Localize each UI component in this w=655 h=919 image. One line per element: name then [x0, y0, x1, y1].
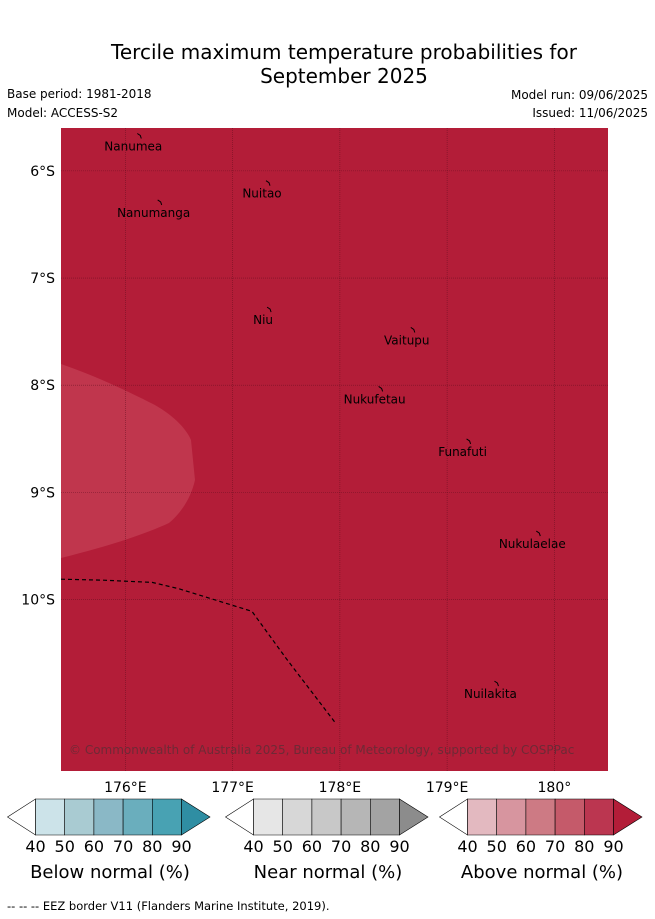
- place-label: Funafuti: [438, 445, 487, 459]
- longitude-tick-label: 179°E: [426, 780, 469, 796]
- longitude-tick-label: 178°E: [319, 780, 362, 796]
- place-label: Nukufetau: [344, 392, 406, 406]
- colorbar: [224, 798, 431, 838]
- colorbar-segment: [282, 798, 313, 836]
- colorbar-tick-label: 40: [25, 837, 46, 856]
- lower-probability-zone: [61, 364, 195, 558]
- island-outline: [266, 306, 272, 313]
- colorbar-segment: [35, 798, 65, 836]
- model-name: Model: ACCESS-S2: [7, 106, 119, 120]
- colorbar-tick-label: 90: [389, 837, 410, 856]
- colorbar-segment: [224, 798, 254, 836]
- colorbar-segment: [399, 798, 429, 836]
- colorbar-tick-label: 50: [54, 837, 75, 856]
- colorbar-segment: [93, 798, 124, 836]
- colorbar-segment: [311, 798, 342, 836]
- model-run: Model run: 09/06/2025: [510, 88, 648, 102]
- colorbar-tick-label: 60: [83, 837, 105, 856]
- colorbar: [6, 798, 213, 838]
- latitude-tick-label: 7°S: [30, 271, 55, 287]
- place-label: Niu: [253, 313, 273, 327]
- longitude-tick-label: 176°E: [104, 780, 147, 796]
- colorbar-segment: [340, 798, 371, 836]
- base-period: Base period: 1981-2018: [7, 87, 152, 101]
- eez-footnote: -- -- -- EEZ border V11 (Flanders Marine…: [7, 899, 330, 913]
- colorbar-segment: [613, 798, 643, 836]
- colorbar-segment: [370, 798, 400, 836]
- colorbar-segment: [467, 798, 497, 836]
- title-line-2: September 2025: [260, 64, 428, 88]
- colorbar-tick-label: 40: [457, 837, 478, 856]
- map: 176°E 177°E 178°E 179°E 180° 6°S 7°S 8°S 9°S 10°S…: [21, 128, 608, 796]
- latitude-tick-label: 9°S: [30, 485, 55, 501]
- colorbar-tick-label: 50: [272, 837, 293, 856]
- place-label: Nanumea: [104, 140, 162, 154]
- colorbar-tick-label: 90: [603, 837, 624, 856]
- longitude-tick-label: 177°E: [211, 780, 254, 796]
- colorbar-tick-label: 50: [486, 837, 507, 856]
- colorbar: [438, 798, 645, 838]
- longitude-tick-label: 180°: [538, 780, 572, 796]
- island-outline: [378, 385, 384, 392]
- island-outline: [265, 180, 271, 186]
- island-outline: [410, 327, 416, 333]
- colorbar-segment: [438, 798, 468, 836]
- latitude-tick-label: 8°S: [30, 378, 55, 394]
- place-label: Nuilakita: [464, 687, 517, 701]
- island-outline: [536, 530, 541, 537]
- eez-border-line: [60, 578, 335, 723]
- colorbar-segment: [253, 798, 283, 836]
- latitude-tick-label: 10°S: [21, 593, 55, 609]
- chart-title: Tercile maximum temperature probabilitie…: [0, 40, 655, 88]
- colorbar-tick-label: 60: [515, 837, 537, 856]
- colorbar-segment: [554, 798, 585, 836]
- colorbar-tick-label: 70: [544, 837, 566, 856]
- colorbar-tick-label: 90: [171, 837, 192, 856]
- place-label: Nuitao: [242, 187, 281, 201]
- colorbar-title: Above normal (%): [460, 862, 624, 883]
- place-label: Nukulaelae: [499, 537, 566, 551]
- colorbar-segment: [525, 798, 556, 836]
- colorbar-segment: [64, 798, 95, 836]
- colorbar-tick-label: 40: [243, 837, 264, 856]
- colorbar-title: Near normal (%): [253, 862, 403, 883]
- colorbar-segment: [152, 798, 182, 836]
- colorbar-segment: [181, 798, 211, 836]
- island-outline: [157, 199, 163, 206]
- colorbar-segment: [496, 798, 527, 836]
- copyright-notice: © Commonwealth of Australia 2025, Bureau…: [69, 743, 574, 757]
- issued-date: Issued: 11/06/2025: [532, 106, 648, 120]
- colorbar-tick-label: 80: [142, 837, 163, 856]
- island-outline: [494, 680, 499, 687]
- island-outline: [466, 438, 472, 445]
- latitude-tick-label: 6°S: [30, 164, 55, 180]
- colorbar-tick-label: 80: [360, 837, 381, 856]
- colorbar-tick-label: 60: [301, 837, 323, 856]
- colorbar-segment: [584, 798, 614, 836]
- colorbar-tick-label: 80: [574, 837, 595, 856]
- colorbar-tick-label: 70: [330, 837, 352, 856]
- island-outline: [137, 133, 142, 139]
- colorbar-segment: [122, 798, 153, 836]
- colorbar-title: Below normal (%): [30, 862, 190, 883]
- title-line-1: Tercile maximum temperature probabilitie…: [111, 40, 577, 64]
- place-label: Vaitupu: [384, 333, 430, 347]
- colorbar-tick-label: 70: [112, 837, 134, 856]
- place-label: Nanumanga: [117, 206, 190, 220]
- colorbar-segment: [6, 798, 36, 836]
